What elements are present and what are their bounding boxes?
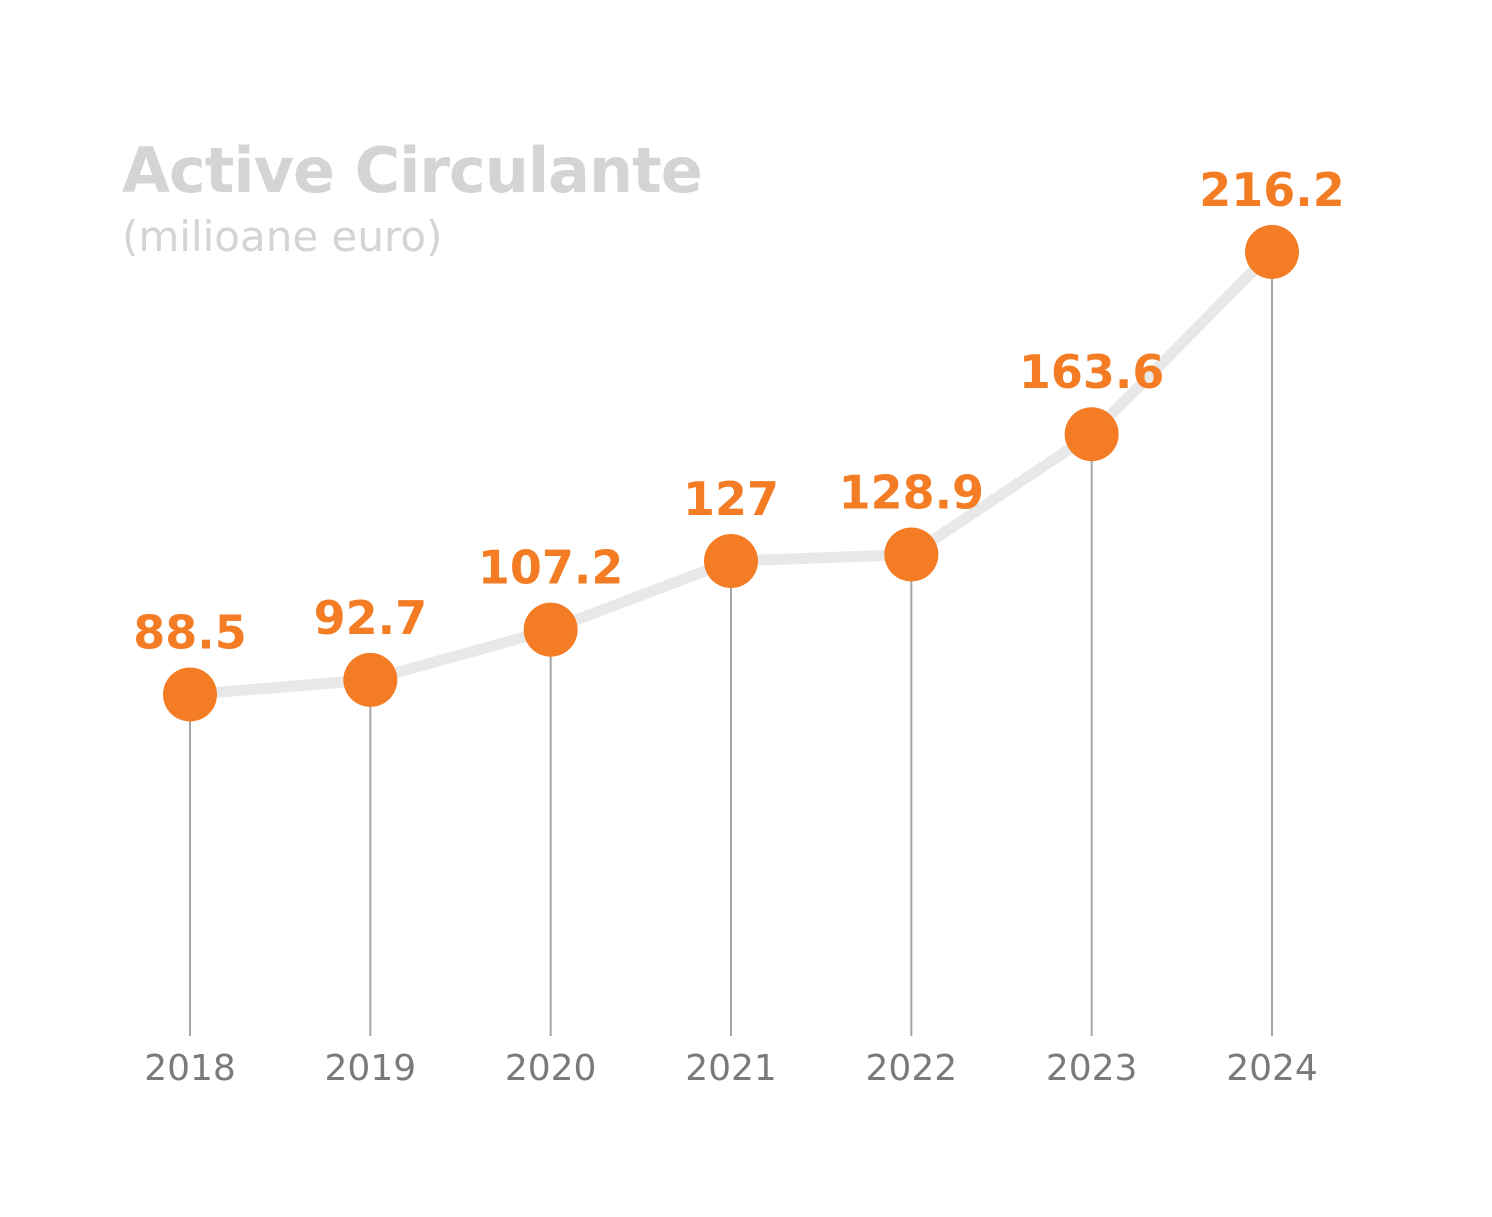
data-point-2024: [1245, 224, 1299, 279]
x-tick-2021: 2021: [685, 1048, 777, 1089]
x-tick-2020: 2020: [505, 1048, 597, 1089]
data-label-2019: 92.7: [314, 591, 428, 645]
points-layer: [163, 224, 1299, 722]
data-point-2019: [343, 652, 398, 707]
x-axis-tick-labels: 2018 2019 2020 2021 2022 2023 2024: [144, 1048, 1318, 1089]
x-tick-2022: 2022: [866, 1048, 958, 1089]
data-label-2020: 107.2: [478, 541, 624, 595]
data-point-2022: [884, 527, 939, 582]
stems-layer: [189, 251, 1273, 1036]
data-label-2024: 216.2: [1199, 163, 1345, 217]
data-label-2021: 127: [683, 472, 779, 526]
chart-title: Active Circulante: [122, 134, 702, 207]
x-tick-2019: 2019: [325, 1048, 417, 1089]
chart-subtitle: (milioane euro): [122, 212, 442, 261]
data-point-2023: [1064, 407, 1119, 462]
value-labels-layer: 88.5 92.7 107.2 127 128.9 163.6 216.2: [133, 163, 1345, 660]
x-tick-2018: 2018: [144, 1048, 236, 1089]
data-point-2021: [704, 534, 758, 589]
data-point-2018: [163, 667, 217, 722]
data-point-2020: [523, 602, 578, 657]
data-label-2022: 128.9: [839, 465, 985, 519]
data-label-2018: 88.5: [133, 605, 247, 659]
x-tick-2024: 2024: [1226, 1048, 1318, 1089]
x-tick-2023: 2023: [1046, 1048, 1138, 1089]
data-label-2023: 163.6: [1019, 345, 1165, 399]
